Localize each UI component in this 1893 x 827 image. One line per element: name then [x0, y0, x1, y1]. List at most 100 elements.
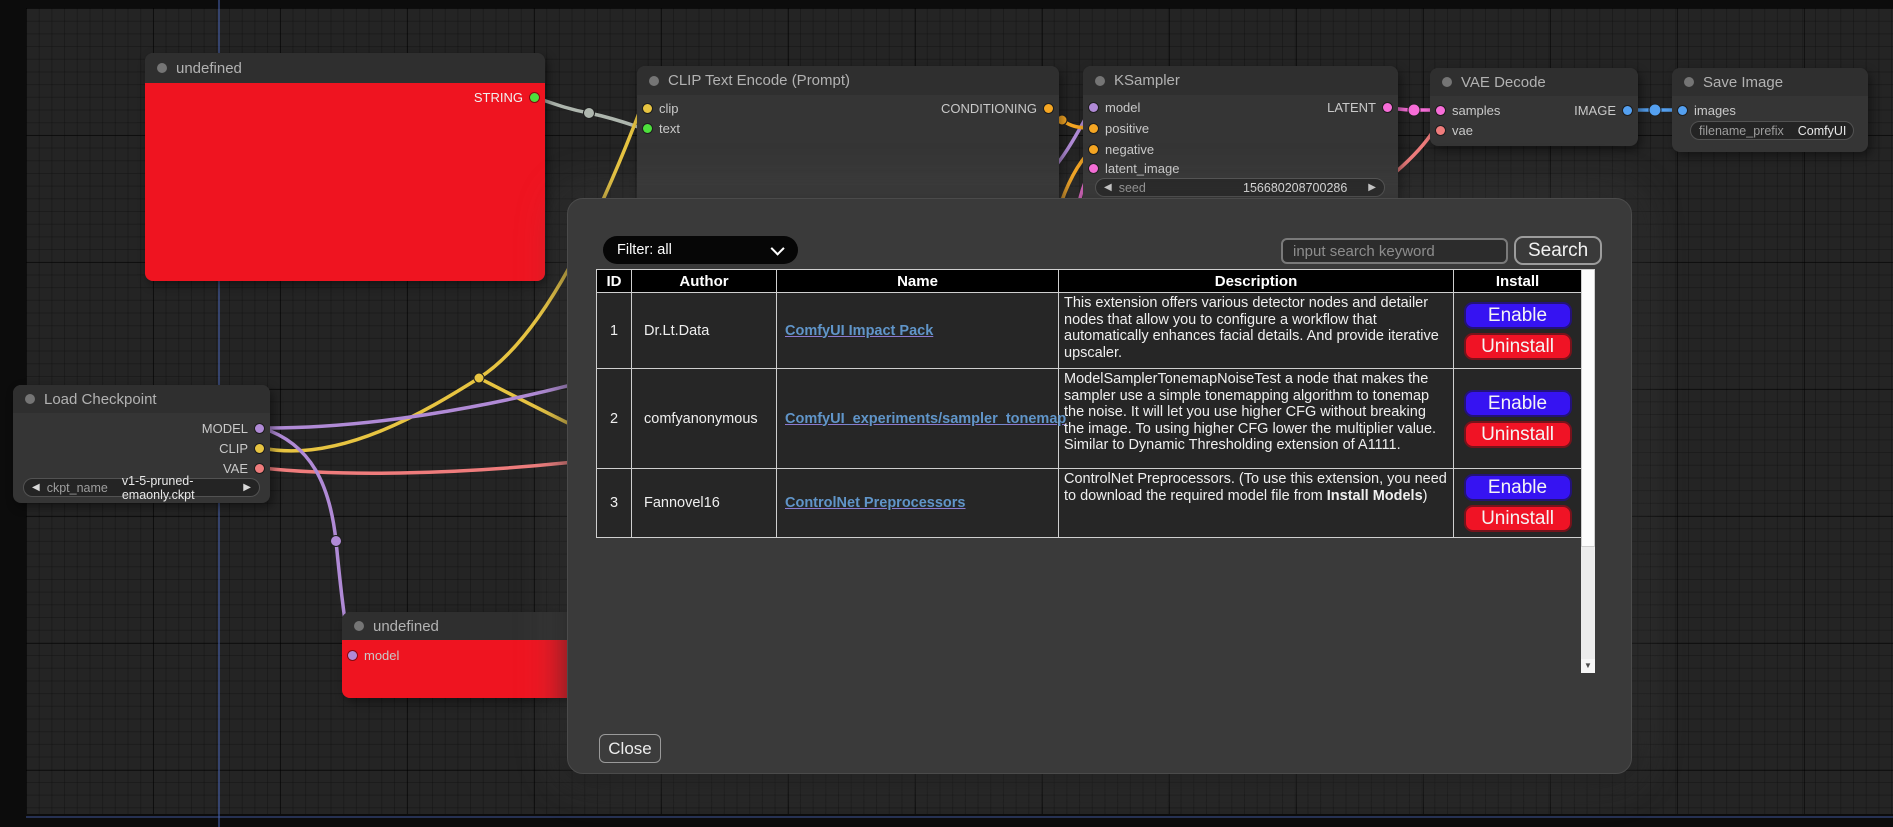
node-collapse-dot[interactable]	[157, 63, 167, 73]
table-scrollbar[interactable]: ▼	[1581, 269, 1595, 673]
samples-port-dot[interactable]	[1436, 105, 1445, 115]
latent-image-port-dot[interactable]	[1089, 163, 1098, 173]
cell-install: Enable Uninstall	[1453, 368, 1582, 469]
enable-button[interactable]: Enable	[1463, 389, 1572, 417]
cell-description: ModelSamplerTonemapNoiseTest a node that…	[1058, 368, 1454, 469]
port-label: CLIP	[219, 440, 248, 456]
ckpt-name-widget[interactable]: ◀ ckpt_name v1-5-pruned-emaonly.ckpt ▶	[23, 474, 260, 502]
port-label: CONDITIONING	[940, 100, 1037, 116]
output-port-image: IMAGE	[1574, 100, 1632, 120]
negative-port-dot[interactable]	[1089, 144, 1098, 154]
clip-port-dot[interactable]	[255, 443, 264, 453]
node-collapse-dot[interactable]	[1442, 77, 1452, 87]
output-port-clip: CLIP	[219, 438, 264, 458]
extension-link[interactable]: ComfyUI Impact Pack	[785, 322, 934, 339]
node-save-image[interactable]: Save Image images filename_prefix ComfyU…	[1672, 68, 1868, 152]
widget-label: seed	[1118, 180, 1146, 195]
increment-arrow-icon[interactable]: ▶	[1368, 181, 1376, 193]
port-label: positive	[1105, 120, 1150, 136]
decrement-arrow-icon[interactable]: ◀	[1104, 181, 1112, 193]
latent-port-dot[interactable]	[1383, 102, 1392, 112]
filter-select-value: Filter: all	[617, 242, 672, 258]
widget-label: ckpt_name	[46, 480, 108, 495]
images-port-dot[interactable]	[1678, 105, 1687, 115]
seed-widget[interactable]: ◀ seed 156680208700286 ▶	[1095, 178, 1385, 197]
node-collapse-dot[interactable]	[25, 394, 35, 404]
enable-button[interactable]: Enable	[1463, 301, 1572, 329]
node-header[interactable]: Save Image	[1672, 68, 1868, 96]
node-collapse-dot[interactable]	[354, 621, 364, 631]
model-port-dot[interactable]	[255, 423, 264, 433]
image-port-dot[interactable]	[1623, 105, 1632, 115]
node-collapse-dot[interactable]	[649, 75, 659, 86]
node-title: undefined	[373, 617, 439, 635]
extension-table-container: ID Author Name Description Install 1 Dr.…	[596, 269, 1595, 673]
col-header-name: Name	[776, 269, 1059, 293]
search-input[interactable]	[1281, 238, 1508, 264]
node-header[interactable]: Load Checkpoint	[13, 385, 270, 413]
extension-link[interactable]: ComfyUI_experiments/sampler_tonemap	[785, 410, 1067, 427]
model-port-dot[interactable]	[348, 650, 357, 660]
scrollbar-thumb[interactable]	[1581, 269, 1595, 547]
input-port-text: text	[643, 118, 680, 138]
node-title: undefined	[176, 59, 242, 77]
input-port-model: model	[348, 645, 399, 665]
node-load-checkpoint[interactable]: Load Checkpoint MODEL CLIP VAE ◀ ckpt_na…	[13, 385, 270, 503]
node-collapse-dot[interactable]	[1095, 75, 1105, 86]
string-port-dot[interactable]	[530, 92, 539, 102]
node-collapse-dot[interactable]	[1684, 77, 1694, 87]
cell-author: Fannovel16	[631, 468, 777, 538]
node-undefined-bottom[interactable]: undefined model	[342, 612, 574, 698]
scroll-down-icon[interactable]: ▼	[1581, 659, 1595, 673]
node-header[interactable]: undefined	[145, 53, 545, 83]
vae-port-dot[interactable]	[255, 463, 264, 473]
port-label: latent_image	[1105, 160, 1180, 176]
node-error-body	[342, 640, 574, 698]
node-header[interactable]: CLIP Text Encode (Prompt)	[637, 66, 1059, 95]
col-header-description: Description	[1058, 269, 1454, 293]
chevron-down-icon	[770, 241, 785, 256]
node-error-body	[145, 83, 545, 281]
node-header[interactable]: KSampler	[1083, 66, 1398, 95]
node-ksampler[interactable]: KSampler model positive negative latent_…	[1083, 66, 1398, 211]
input-port-model: model	[1089, 97, 1140, 117]
widget-value: ComfyUI	[1797, 123, 1847, 138]
node-header[interactable]: VAE Decode	[1430, 68, 1638, 96]
cell-description: ControlNet Preprocessors. (To use this e…	[1058, 468, 1454, 538]
uninstall-button[interactable]: Uninstall	[1463, 420, 1572, 448]
widget-value: 156680208700286	[1243, 180, 1348, 195]
port-label: STRING	[473, 89, 523, 105]
vae-port-dot[interactable]	[1436, 125, 1445, 135]
decrement-arrow-icon[interactable]: ◀	[32, 481, 40, 493]
text-port-dot[interactable]	[643, 123, 652, 133]
table-header-row: ID Author Name Description Install	[596, 269, 1582, 293]
node-header[interactable]: undefined	[342, 612, 574, 640]
cell-id: 1	[596, 292, 632, 369]
search-button[interactable]: Search	[1514, 236, 1603, 265]
node-undefined-top[interactable]: undefined STRING	[145, 53, 545, 281]
output-port-string: STRING	[474, 87, 539, 107]
node-title: VAE Decode	[1461, 73, 1546, 91]
model-port-dot[interactable]	[1089, 102, 1098, 112]
enable-button[interactable]: Enable	[1463, 474, 1572, 501]
widget-value: v1-5-pruned-emaonly.ckpt	[121, 473, 195, 502]
cell-description: This extension offers various detector n…	[1058, 292, 1454, 369]
filter-select[interactable]: Filter: all	[603, 236, 798, 264]
close-button[interactable]: Close	[599, 734, 661, 763]
node-vae-decode[interactable]: VAE Decode samples vae IMAGE	[1430, 68, 1638, 146]
filename-prefix-widget[interactable]: filename_prefix ComfyUI	[1690, 121, 1854, 140]
input-port-samples: samples	[1436, 100, 1500, 120]
description-bold: Install Models	[1326, 487, 1423, 504]
node-title: Load Checkpoint	[44, 390, 157, 408]
extension-link[interactable]: ControlNet Preprocessors	[785, 495, 966, 511]
extension-manager-dialog: Filter: all Search ID Author Name Descri…	[567, 198, 1632, 774]
cell-install: Enable Uninstall	[1453, 292, 1582, 369]
clip-port-dot[interactable]	[643, 103, 652, 113]
node-title: CLIP Text Encode (Prompt)	[668, 72, 851, 89]
uninstall-button[interactable]: Uninstall	[1463, 505, 1572, 532]
cell-install: Enable Uninstall	[1453, 468, 1582, 538]
increment-arrow-icon[interactable]: ▶	[243, 481, 251, 493]
positive-port-dot[interactable]	[1089, 123, 1098, 133]
conditioning-port-dot[interactable]	[1044, 103, 1053, 113]
uninstall-button[interactable]: Uninstall	[1463, 332, 1572, 360]
